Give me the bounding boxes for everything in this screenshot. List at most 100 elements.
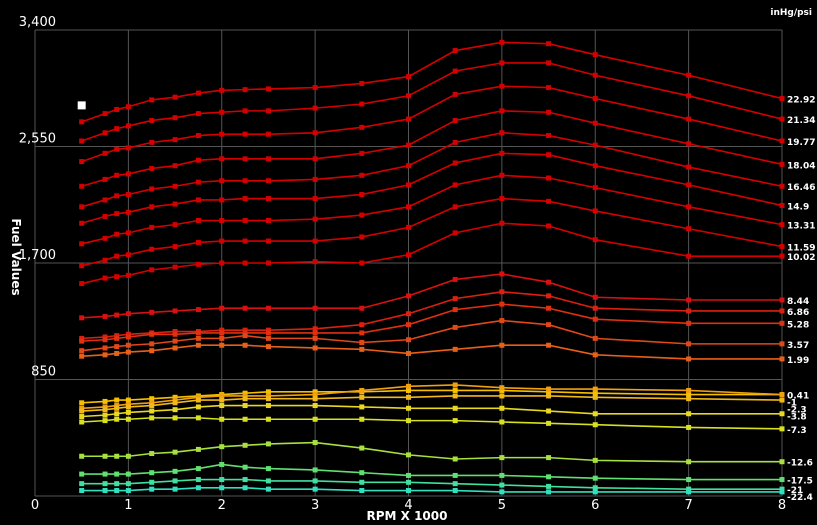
data-point bbox=[499, 342, 505, 348]
data-point bbox=[219, 156, 225, 162]
data-point bbox=[102, 471, 108, 477]
data-point bbox=[499, 60, 505, 66]
data-point bbox=[114, 333, 120, 339]
data-point bbox=[114, 126, 120, 132]
data-point bbox=[242, 442, 248, 448]
data-point bbox=[452, 405, 458, 411]
data-point bbox=[779, 297, 785, 303]
data-point bbox=[242, 305, 248, 311]
data-point bbox=[172, 222, 178, 228]
series--17.5 bbox=[79, 461, 785, 483]
data-point bbox=[499, 482, 505, 488]
data-point bbox=[779, 486, 785, 492]
data-point bbox=[195, 342, 201, 348]
x-tick-label-7: 7 bbox=[684, 498, 692, 513]
data-point bbox=[359, 101, 365, 107]
data-point bbox=[359, 479, 365, 485]
data-point bbox=[102, 418, 108, 424]
data-point bbox=[125, 488, 131, 494]
data-point bbox=[779, 411, 785, 417]
data-point bbox=[686, 164, 692, 170]
series--7.3 bbox=[79, 415, 785, 432]
data-point bbox=[102, 345, 108, 351]
series--12.6 bbox=[79, 440, 785, 465]
data-point bbox=[102, 197, 108, 203]
data-point bbox=[592, 305, 598, 311]
data-point bbox=[114, 335, 120, 341]
data-point bbox=[452, 68, 458, 74]
data-point bbox=[114, 416, 120, 422]
data-point bbox=[114, 350, 120, 356]
data-point bbox=[312, 392, 318, 398]
data-point bbox=[406, 311, 411, 317]
x-tick-label-1: 1 bbox=[124, 498, 132, 513]
data-point bbox=[219, 397, 225, 403]
data-point bbox=[242, 393, 248, 399]
data-point bbox=[79, 138, 85, 144]
data-point bbox=[195, 197, 201, 203]
data-point bbox=[686, 396, 692, 402]
data-point bbox=[102, 213, 108, 219]
data-point bbox=[359, 172, 365, 178]
data-point bbox=[779, 116, 785, 122]
data-point bbox=[779, 222, 785, 228]
data-point bbox=[79, 488, 85, 494]
series-21.34 bbox=[79, 60, 785, 144]
data-point bbox=[149, 479, 155, 485]
data-point bbox=[592, 489, 598, 495]
data-point bbox=[195, 394, 201, 400]
data-point bbox=[114, 397, 120, 403]
series-label--7.3: -7.3 bbox=[787, 426, 807, 436]
data-point bbox=[149, 415, 155, 421]
data-point bbox=[265, 305, 271, 311]
data-point bbox=[149, 267, 155, 273]
data-point bbox=[312, 156, 318, 162]
data-point bbox=[125, 334, 131, 340]
data-point bbox=[172, 449, 178, 455]
data-point bbox=[195, 335, 201, 341]
data-point bbox=[114, 481, 120, 487]
data-point bbox=[265, 335, 271, 341]
data-point bbox=[149, 331, 155, 337]
data-point bbox=[125, 311, 131, 317]
data-point bbox=[149, 470, 155, 476]
data-point bbox=[265, 441, 271, 447]
selected-cell-marker[interactable] bbox=[77, 101, 86, 110]
data-point bbox=[312, 478, 318, 484]
x-axis-title: RPM X 1000 bbox=[367, 509, 448, 523]
data-point bbox=[265, 393, 271, 399]
data-point bbox=[195, 466, 201, 472]
data-point bbox=[172, 331, 178, 337]
data-point bbox=[686, 489, 692, 495]
data-point bbox=[125, 104, 131, 110]
data-point bbox=[592, 52, 598, 58]
data-point bbox=[779, 397, 785, 403]
data-point bbox=[79, 159, 85, 165]
data-point bbox=[406, 252, 411, 258]
data-point bbox=[686, 392, 692, 398]
data-point bbox=[79, 263, 85, 269]
data-point bbox=[125, 397, 131, 403]
data-point bbox=[312, 335, 318, 341]
data-point bbox=[359, 346, 365, 352]
data-point bbox=[546, 60, 552, 66]
data-point bbox=[406, 383, 411, 389]
data-point bbox=[406, 293, 411, 299]
series-label-3.57: 3.57 bbox=[787, 341, 809, 351]
data-point bbox=[172, 264, 178, 270]
data-point bbox=[172, 407, 178, 413]
data-point bbox=[452, 139, 458, 145]
data-point bbox=[406, 472, 411, 478]
data-point bbox=[219, 238, 225, 244]
data-point bbox=[452, 382, 458, 388]
data-point bbox=[219, 403, 225, 409]
data-point bbox=[452, 456, 458, 462]
data-point bbox=[265, 396, 271, 402]
data-point bbox=[592, 394, 598, 400]
data-point bbox=[452, 488, 458, 494]
data-point bbox=[172, 244, 178, 250]
data-point bbox=[312, 326, 318, 332]
series--1 bbox=[79, 382, 785, 411]
data-point bbox=[592, 72, 598, 78]
data-point bbox=[114, 274, 120, 280]
